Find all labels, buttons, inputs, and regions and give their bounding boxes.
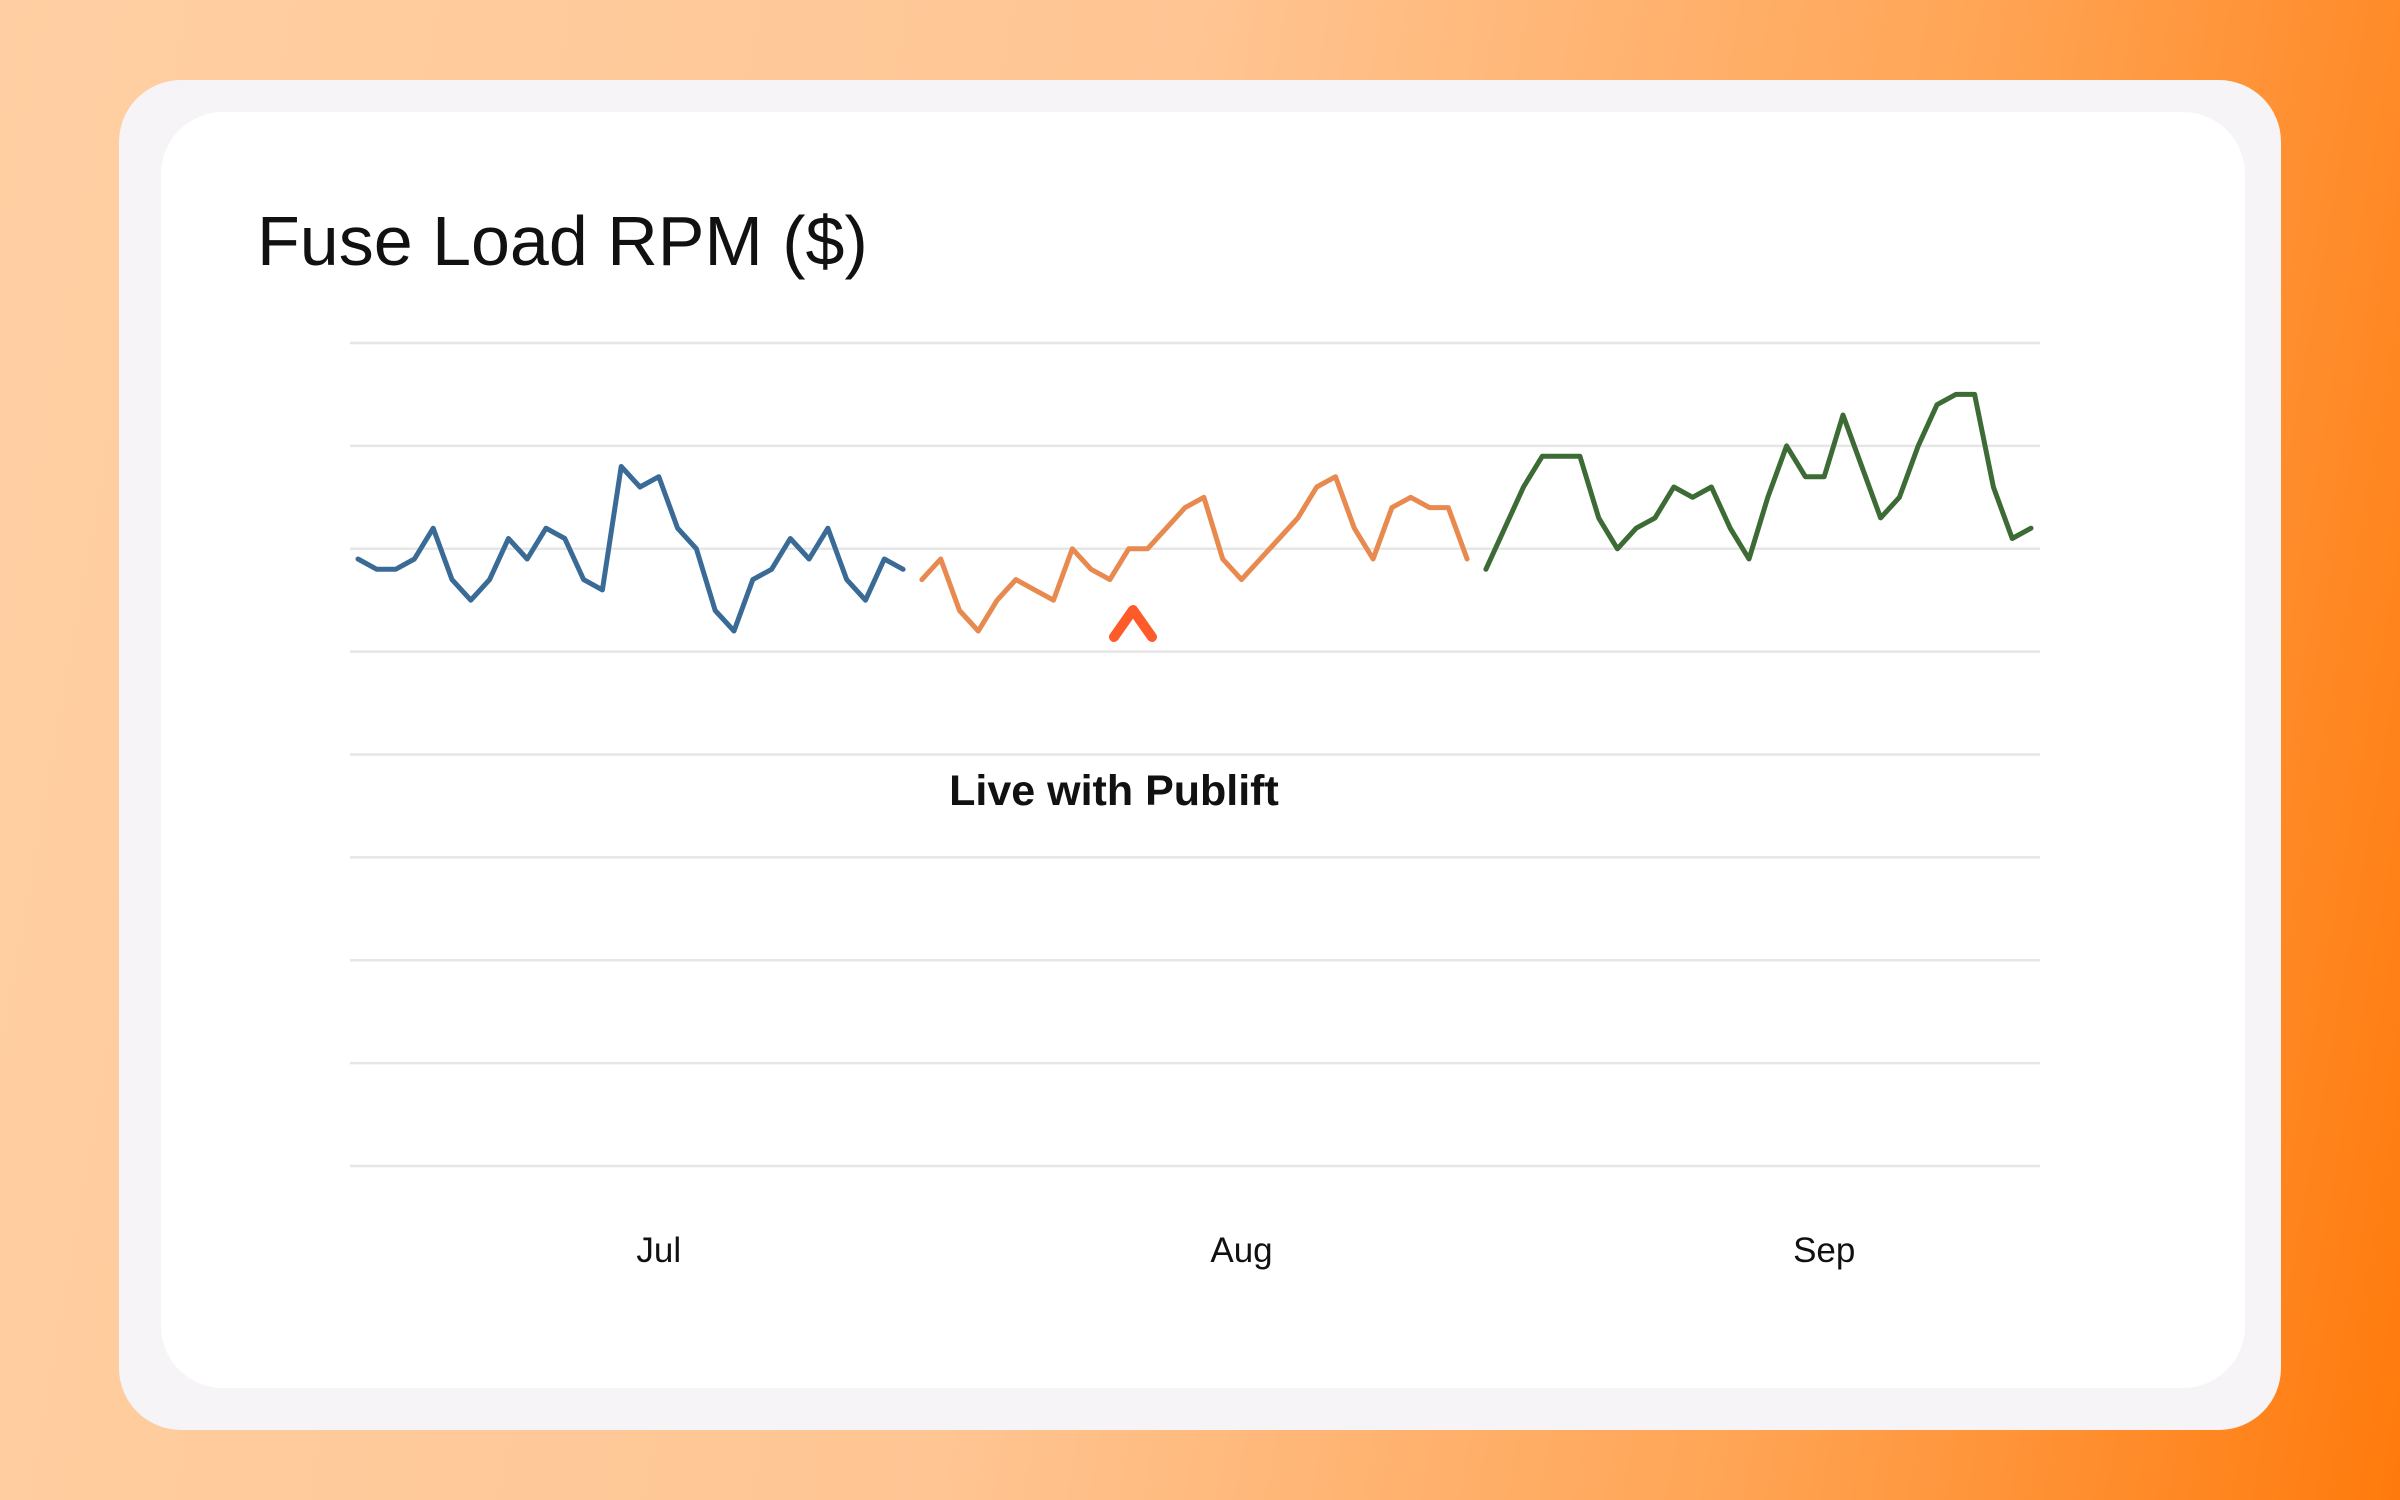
grid (350, 341, 2040, 1168)
series-line (919, 474, 1470, 634)
series-line (355, 464, 906, 634)
annotation: Live with Publift (949, 767, 1279, 815)
inner-card (161, 112, 2245, 1388)
lines (355, 391, 2034, 634)
chart-title: Fuse Load RPM ($) (257, 202, 868, 280)
x-tick-label: Aug (1210, 1231, 1272, 1270)
x-labels: Jul Aug Sep (636, 1231, 1855, 1270)
annotation-arrowhead (1109, 605, 1157, 642)
x-tick-label: Jul (636, 1231, 681, 1270)
x-tick-label: Sep (1793, 1231, 1855, 1270)
series-line (1483, 391, 2034, 572)
